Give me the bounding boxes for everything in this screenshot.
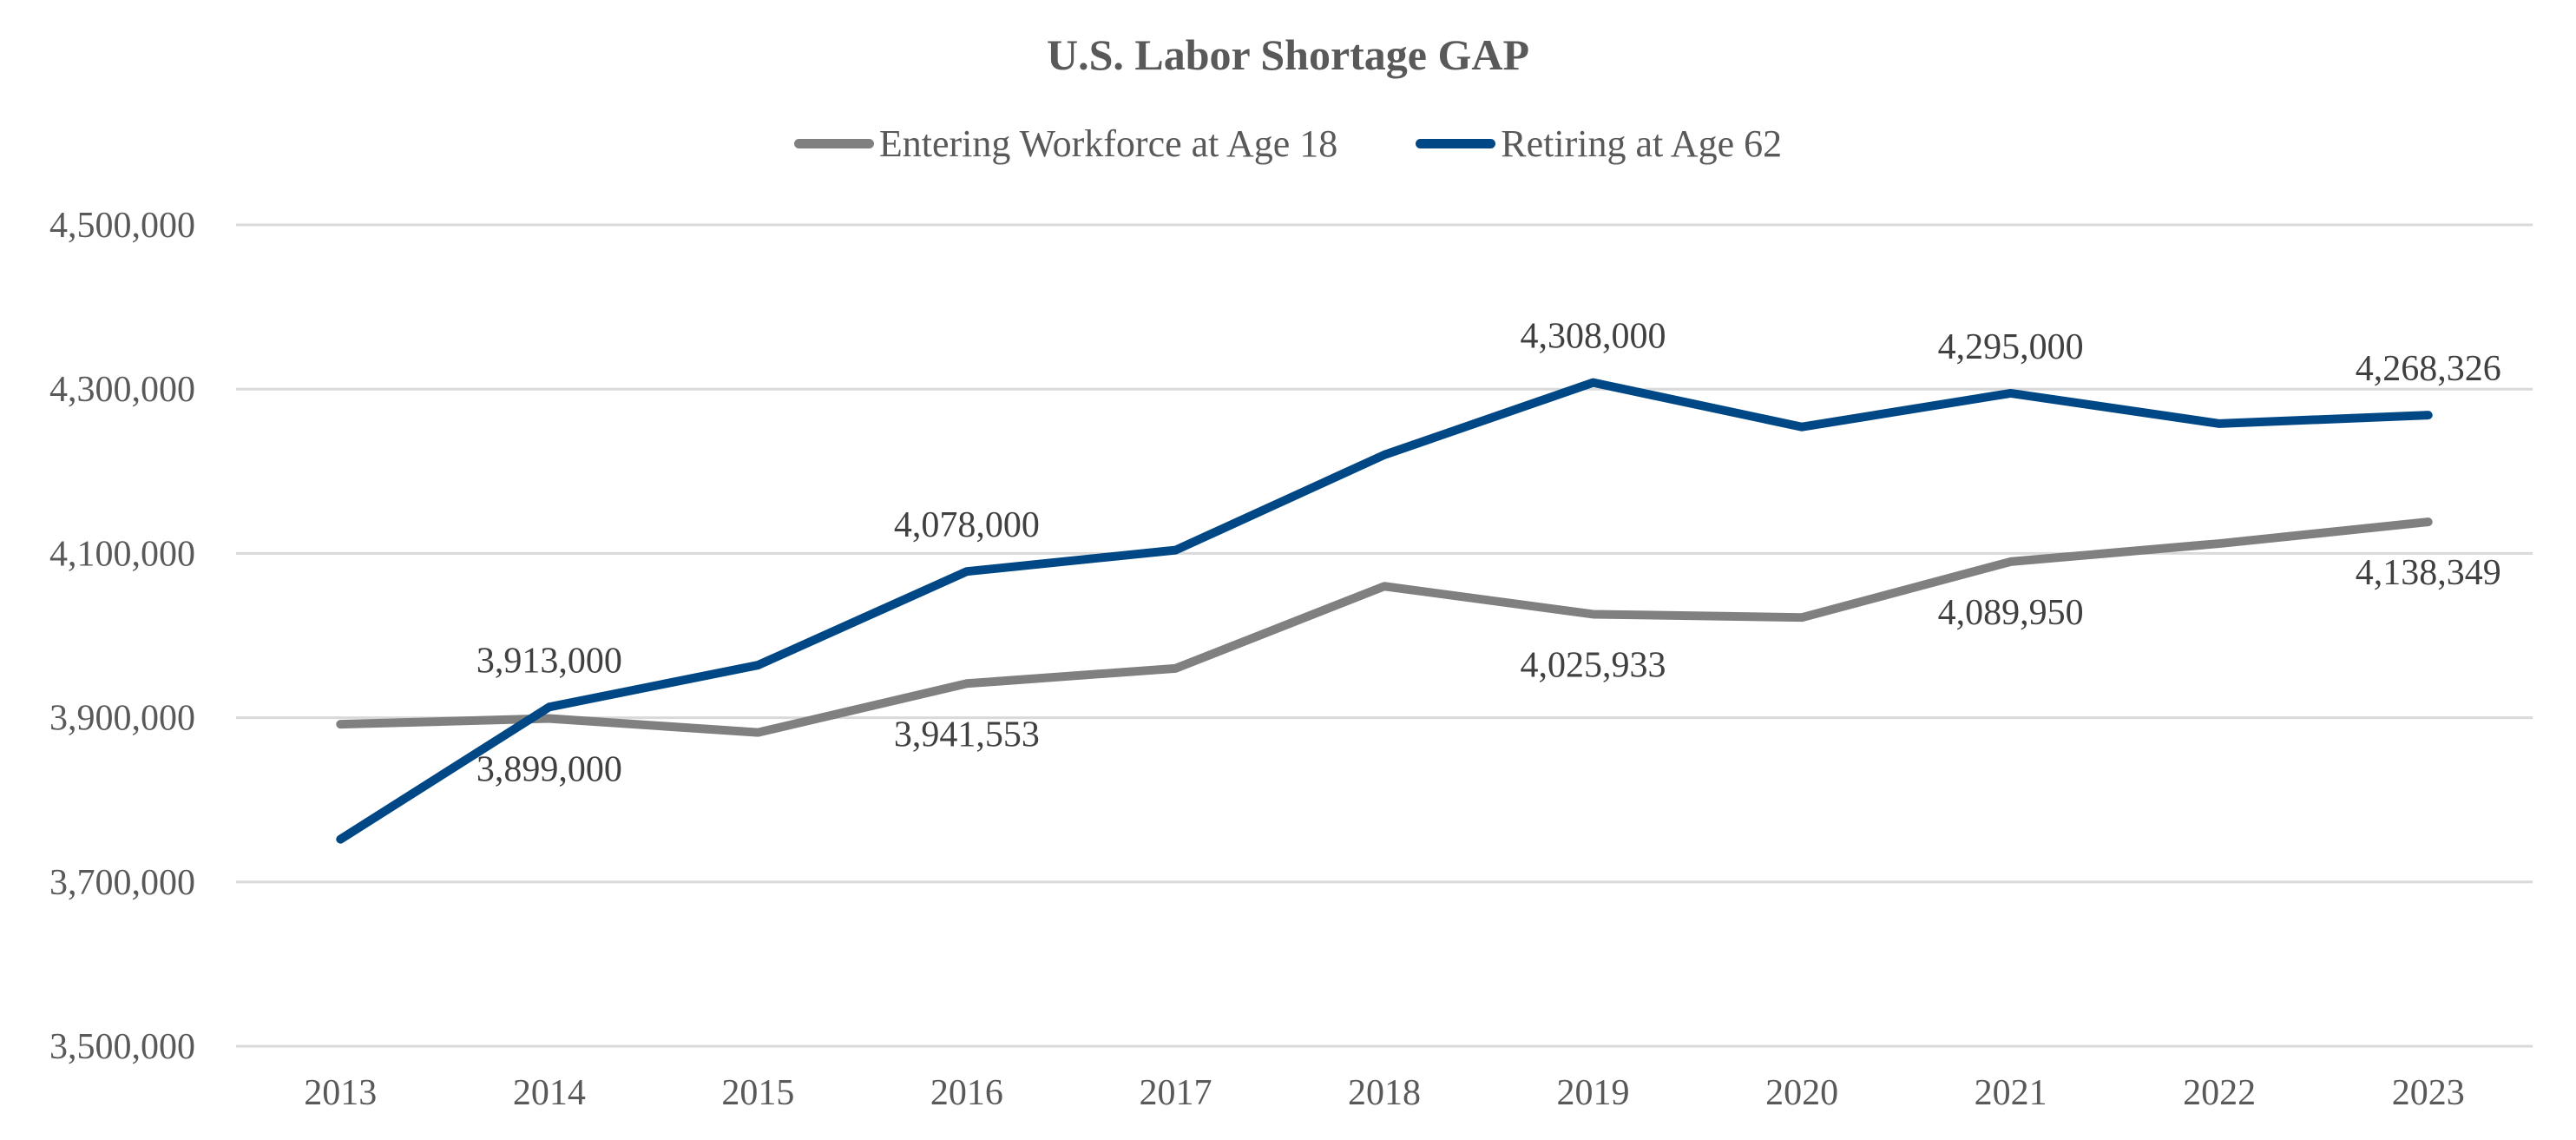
x-tick-label: 2020 [1765,1073,1838,1113]
y-axis: 3,500,000 3,700,000 3,900,000 4,100,000 4,30… [49,206,195,1067]
legend-swatch-entering-workforce [793,139,874,148]
x-tick-label: 2022 [2183,1073,2256,1113]
y-tick-label: 4,300,000 [49,370,195,410]
x-tick-label: 2016 [930,1073,1003,1113]
gridlines [236,223,2533,1048]
data-label: 4,268,326 [2356,349,2501,389]
x-tick-label: 2019 [1557,1073,1630,1113]
x-tick-label: 2014 [513,1073,586,1113]
data-label: 3,899,000 [476,750,622,790]
x-tick-label: 2017 [1139,1073,1212,1113]
data-label: 4,308,000 [1521,317,1666,357]
legend-label-retiring: Retiring at Age 62 [1501,122,1783,165]
data-labels: 3,899,000 3,941,553 4,025,933 4,089,950 4,13… [476,317,2501,790]
data-label: 4,025,933 [1521,645,1666,685]
data-label: 4,089,950 [1938,593,2084,633]
y-tick-label: 4,100,000 [49,534,195,574]
legend-label-entering-workforce: Entering Workforce at Age 18 [878,122,1338,165]
y-tick-label: 3,700,000 [49,863,195,903]
legend-item-entering-workforce[interactable]: Entering Workforce at Age 18 [793,122,1338,166]
data-label: 4,295,000 [1938,327,2084,367]
series-line-retiring[interactable] [336,378,2433,844]
x-tick-label: 2013 [304,1073,377,1113]
data-label: 3,941,553 [894,715,1040,755]
x-tick-label: 2023 [2392,1073,2465,1113]
y-tick-label: 4,500,000 [49,206,195,246]
data-label: 3,913,000 [476,641,622,681]
chart-title: U.S. Labor Shortage GAP [1046,30,1530,79]
x-tick-label: 2021 [1975,1073,2047,1113]
x-tick-label: 2015 [721,1073,794,1113]
legend: Entering Workforce at Age 18 Retiring at… [0,122,2576,166]
y-tick-label: 3,900,000 [49,699,195,739]
legend-swatch-retiring [1416,139,1496,148]
series-lines [336,378,2433,844]
x-tick-label: 2018 [1348,1073,1421,1113]
data-label: 4,078,000 [894,505,1040,545]
y-tick-label: 3,500,000 [49,1027,195,1067]
x-axis: 2013 2014 2015 2016 2017 2018 2019 2020 2021 2022… [304,1073,2464,1113]
data-label: 4,138,349 [2356,553,2501,593]
legend-item-retiring[interactable]: Retiring at Age 62 [1416,122,1782,166]
